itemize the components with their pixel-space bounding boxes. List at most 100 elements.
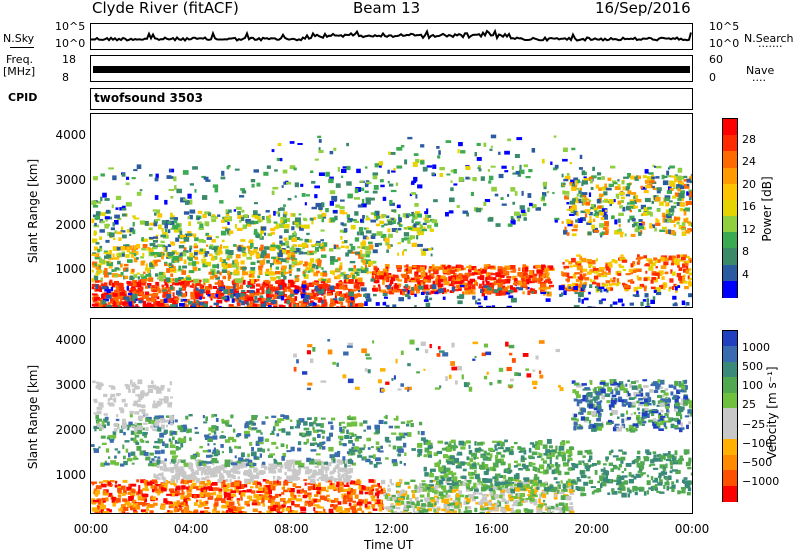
data-cell xyxy=(214,282,220,285)
data-cell xyxy=(131,288,137,291)
data-cell xyxy=(416,235,419,240)
data-cell xyxy=(569,220,574,224)
data-cell xyxy=(251,214,258,218)
data-cell xyxy=(188,464,194,470)
data-cell xyxy=(258,292,263,295)
data-cell xyxy=(98,297,103,301)
data-cell xyxy=(127,282,133,286)
data-cell xyxy=(449,197,455,203)
data-cell xyxy=(411,501,415,506)
data-cell xyxy=(164,199,168,205)
data-cell xyxy=(235,263,239,267)
data-cell xyxy=(203,470,206,476)
data-cell xyxy=(185,200,190,205)
data-cell xyxy=(186,277,192,281)
data-cell xyxy=(353,286,360,289)
data-cell xyxy=(501,484,505,489)
data-cell xyxy=(169,217,176,220)
data-cell xyxy=(318,207,323,210)
data-cell xyxy=(362,267,366,270)
beam-title: Beam 13 xyxy=(353,0,421,17)
data-cell xyxy=(144,498,147,503)
data-cell xyxy=(601,275,608,278)
data-cell xyxy=(370,219,377,223)
data-cell xyxy=(294,285,300,290)
data-cell xyxy=(193,494,197,499)
data-cell xyxy=(612,301,618,305)
data-cell xyxy=(126,486,132,490)
data-cell xyxy=(364,182,369,188)
data-cell xyxy=(683,175,688,179)
data-cell xyxy=(336,463,340,467)
data-cell xyxy=(316,471,322,476)
data-cell xyxy=(93,275,99,281)
data-cell xyxy=(316,478,319,482)
data-cell xyxy=(358,290,361,293)
data-cell xyxy=(373,479,376,484)
data-cell xyxy=(302,264,308,267)
data-cell xyxy=(332,298,338,304)
data-cell xyxy=(390,279,394,285)
data-cell xyxy=(368,479,374,483)
data-cell xyxy=(473,267,477,272)
data-cell xyxy=(359,282,365,287)
data-cell xyxy=(380,184,385,188)
data-cell xyxy=(144,221,149,226)
data-cell xyxy=(456,492,460,498)
data-cell xyxy=(132,253,137,257)
data-cell xyxy=(205,486,210,490)
data-cell xyxy=(123,489,127,495)
data-cell xyxy=(306,469,313,473)
data-cell xyxy=(163,291,168,296)
data-cell xyxy=(404,278,408,283)
data-cell xyxy=(423,279,428,283)
data-cell xyxy=(273,287,278,291)
data-cell xyxy=(125,202,132,207)
data-cell xyxy=(192,266,198,272)
data-cell xyxy=(264,271,270,275)
data-cell xyxy=(504,279,511,284)
data-cell xyxy=(617,200,622,205)
data-cell xyxy=(319,243,322,249)
data-cell xyxy=(247,223,252,227)
data-cell xyxy=(166,293,172,299)
data-cell xyxy=(279,235,283,239)
data-cell xyxy=(135,304,139,307)
data-cell xyxy=(278,297,284,299)
data-cell xyxy=(356,287,359,291)
data-cell xyxy=(405,264,409,268)
data-cell xyxy=(135,292,139,295)
data-cell xyxy=(100,483,107,488)
data-cell xyxy=(617,184,621,187)
data-cell xyxy=(183,198,187,201)
data-cell xyxy=(309,258,314,263)
data-cell xyxy=(611,259,616,263)
data-cell xyxy=(252,480,258,485)
data-cell xyxy=(401,511,405,513)
data-cell xyxy=(94,288,97,292)
data-cell xyxy=(398,498,404,501)
data-cell xyxy=(517,174,522,177)
data-cell xyxy=(295,223,300,228)
data-cell xyxy=(194,252,198,256)
data-cell xyxy=(291,264,295,268)
data-cell xyxy=(334,259,339,263)
data-cell xyxy=(278,223,285,228)
data-cell xyxy=(218,305,222,307)
data-cell xyxy=(303,490,307,494)
data-cell xyxy=(418,510,424,513)
data-cell xyxy=(206,480,211,485)
data-cell xyxy=(205,262,209,266)
data-cell xyxy=(397,222,401,225)
data-cell xyxy=(633,264,636,267)
colorbar-swatch xyxy=(723,248,737,266)
data-cell xyxy=(474,152,477,157)
data-cell xyxy=(345,477,351,482)
data-cell xyxy=(671,271,676,276)
data-cell xyxy=(288,264,292,270)
data-cell xyxy=(302,271,305,274)
data-cell xyxy=(547,291,550,295)
data-cell xyxy=(601,186,608,191)
data-cell xyxy=(261,250,267,254)
data-cell xyxy=(398,283,401,288)
